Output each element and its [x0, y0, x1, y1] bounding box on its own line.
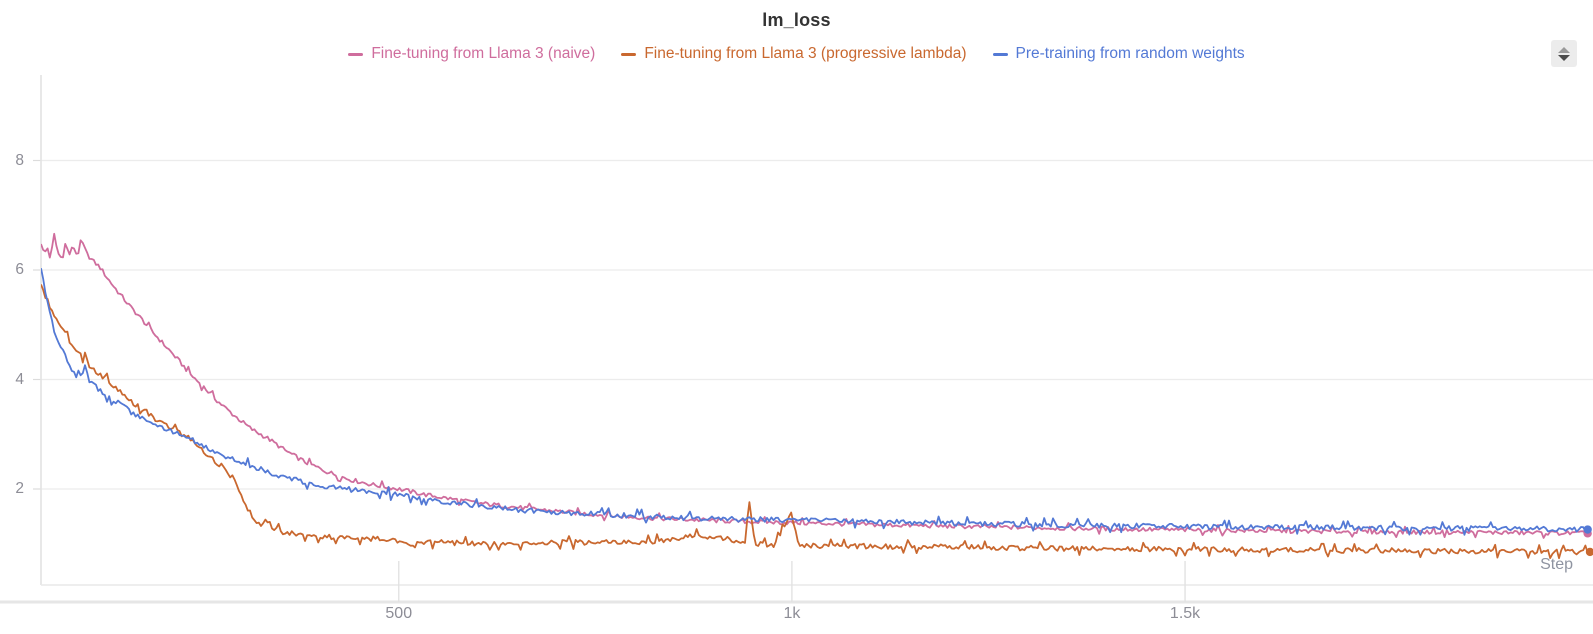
triangle-down-icon [1558, 54, 1570, 61]
y-tick-label: 8 [15, 151, 24, 169]
legend: Fine-tuning from Llama 3 (naive) Fine-tu… [0, 44, 1593, 64]
series-line [41, 232, 1589, 539]
chart-title: lm_loss [762, 10, 831, 30]
series-line [41, 268, 1589, 536]
x-tick-label: 1.5k [1169, 605, 1201, 622]
y-tick-label: 2 [15, 480, 24, 497]
x-axis-label: Step [1540, 556, 1573, 573]
legend-item-naive[interactable]: Fine-tuning from Llama 3 (naive) [348, 44, 595, 64]
legend-item-pretraining[interactable]: Pre-training from random weights [992, 44, 1245, 64]
legend-swatch-icon [348, 52, 364, 56]
triangle-up-icon [1558, 46, 1570, 53]
legend-swatch-icon [992, 52, 1008, 56]
scroll-stepper[interactable] [1551, 40, 1577, 67]
legend-item-progressive-lambda[interactable]: Fine-tuning from Llama 3 (progressive la… [621, 44, 967, 64]
legend-swatch-icon [621, 52, 637, 56]
series-end-dot [1585, 547, 1593, 557]
legend-item-label: Fine-tuning from Llama 3 (naive) [371, 45, 596, 62]
legend-item-label: Fine-tuning from Llama 3 (progressive la… [644, 45, 967, 62]
series-line [41, 284, 1591, 560]
y-tick-label: 6 [15, 261, 24, 278]
series-end-dot [1583, 525, 1592, 534]
legend-item-label: Pre-training from random weights [1015, 45, 1245, 62]
x-tick-label: 1k [783, 605, 801, 622]
y-tick-label: 4 [15, 370, 24, 388]
x-tick-label: 500 [385, 605, 413, 622]
